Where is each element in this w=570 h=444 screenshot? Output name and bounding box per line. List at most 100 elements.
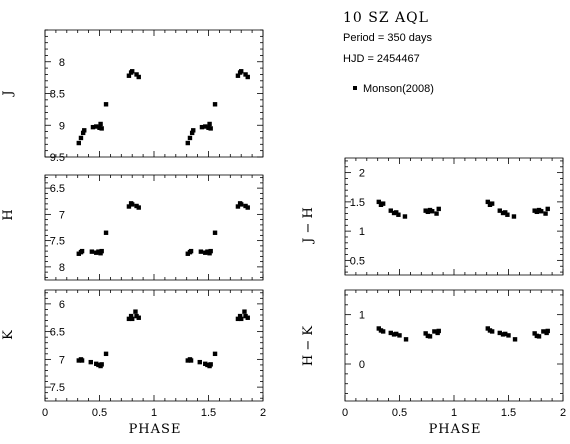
- panel-h: 6.5 7 7.5 8 H: [1, 174, 264, 281]
- data-point: [79, 248, 85, 254]
- data-point: [208, 126, 213, 131]
- data-point: [434, 211, 439, 216]
- x-tick-label: 1.5: [201, 407, 216, 419]
- data-point: [539, 209, 544, 214]
- y-tick-label: 8: [59, 262, 65, 274]
- data-point: [380, 329, 386, 334]
- legend-label: Monson(2008): [363, 83, 434, 95]
- x-tick-label: 2: [560, 407, 566, 419]
- data-point: [94, 124, 99, 129]
- data-point: [128, 313, 134, 319]
- y-axis-label: H − K: [301, 326, 316, 366]
- data-point: [541, 329, 546, 334]
- data-point: [380, 201, 386, 206]
- plot-frame: [344, 289, 564, 402]
- y-axis-label: J − H: [301, 207, 316, 245]
- data-point: [212, 351, 218, 357]
- data-point: [99, 248, 104, 254]
- data-point: [126, 204, 132, 209]
- data-point: [489, 329, 495, 334]
- data-point: [239, 69, 244, 74]
- y-tick-label: 8: [59, 57, 65, 69]
- data-point: [497, 208, 502, 213]
- data-point: [402, 214, 408, 219]
- data-point: [126, 73, 132, 78]
- data-point: [397, 333, 402, 338]
- x-tick-label: 2: [260, 407, 266, 419]
- panel-k: 0 0.5 1 1.5 2 6 6.5 7 7.5 K: [1, 289, 266, 419]
- data-point: [80, 130, 86, 136]
- plot-frame: [44, 29, 264, 158]
- data-point: [503, 331, 508, 337]
- data-point: [191, 128, 196, 133]
- x-tick-label: 0.5: [392, 407, 407, 419]
- data-point: [203, 124, 208, 129]
- star-name-title: 10 SZ AQL: [343, 10, 429, 26]
- y-tick-label: 1: [359, 226, 365, 238]
- plot-frame: [44, 289, 264, 402]
- x-tick-label: 0.5: [92, 407, 107, 419]
- data-point: [237, 313, 243, 319]
- data-point: [82, 128, 87, 133]
- y-axis-label: J: [1, 90, 16, 97]
- data-point: [79, 358, 85, 363]
- hjd-text: HJD = 2454467: [343, 53, 420, 65]
- y-tick-label: 6.5: [50, 183, 65, 195]
- y-tick-label: 1: [359, 310, 365, 322]
- data-point: [512, 337, 518, 342]
- data-point: [243, 72, 248, 77]
- data-point: [126, 316, 132, 322]
- y-tick-label: 6: [59, 299, 65, 311]
- data-point: [130, 202, 135, 207]
- data-point: [489, 201, 495, 206]
- data-point: [403, 337, 409, 342]
- x-tick-label: 0: [342, 407, 348, 419]
- data-point: [136, 205, 141, 210]
- x-tick-label: 1.5: [501, 407, 516, 419]
- data-point: [430, 209, 435, 214]
- data-point: [545, 206, 550, 212]
- data-point: [103, 351, 109, 357]
- data-point: [235, 204, 241, 209]
- data-point: [208, 248, 213, 254]
- data-point: [207, 121, 212, 127]
- data-point: [239, 316, 244, 322]
- y-tick-label: 7: [59, 209, 65, 221]
- x-tick-label: 0: [42, 407, 48, 419]
- data-point: [188, 248, 194, 254]
- data-point: [394, 210, 399, 215]
- data-point: [89, 249, 95, 254]
- data-point: [511, 214, 517, 219]
- data-point: [133, 309, 138, 314]
- data-point: [208, 362, 213, 367]
- data-point: [497, 330, 502, 336]
- data-point: [130, 69, 135, 74]
- data-point: [199, 124, 205, 130]
- y-tick-label: 0.5: [350, 255, 365, 267]
- y-tick-label: 0: [359, 359, 365, 371]
- x-tick-label: 1: [451, 407, 457, 419]
- y-tick-label: 7: [59, 354, 65, 366]
- data-point: [545, 328, 550, 334]
- data-point: [239, 202, 244, 207]
- plot-frame: [44, 174, 264, 281]
- data-point: [99, 362, 104, 367]
- panel-h-minus-k: 0 0.5 1 1.5 2 0 1 H − K: [301, 289, 566, 419]
- data-point: [76, 140, 81, 146]
- period-text: Period = 350 days: [343, 32, 432, 44]
- data-point: [212, 230, 218, 235]
- data-point: [235, 73, 241, 78]
- data-point: [130, 316, 135, 322]
- y-tick-label: 9: [59, 120, 65, 132]
- data-point: [532, 331, 537, 336]
- data-point: [136, 315, 141, 320]
- data-point: [134, 72, 139, 77]
- data-point: [103, 230, 109, 235]
- data-point: [427, 334, 433, 339]
- data-point: [388, 330, 393, 336]
- data-point: [245, 74, 250, 80]
- data-point: [543, 211, 548, 216]
- data-point: [245, 205, 250, 210]
